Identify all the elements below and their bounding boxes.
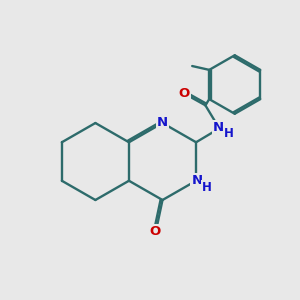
Text: H: H: [224, 127, 234, 140]
Text: N: N: [157, 116, 168, 129]
Text: N: N: [213, 121, 224, 134]
Text: O: O: [179, 87, 190, 100]
Text: N: N: [191, 174, 203, 187]
Text: O: O: [149, 225, 160, 238]
Text: H: H: [202, 181, 212, 194]
